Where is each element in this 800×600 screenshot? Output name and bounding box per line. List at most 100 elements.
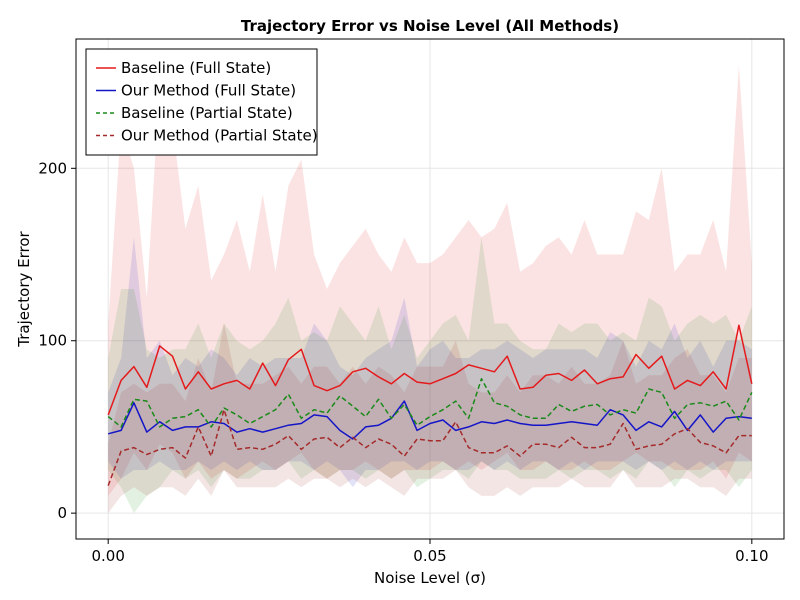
- point-series-2-45: [687, 404, 688, 405]
- point-series-3-38: [597, 447, 598, 448]
- point-series-0-42: [648, 368, 649, 369]
- point-series-3-3: [146, 454, 147, 455]
- point-series-2-43: [661, 392, 662, 393]
- point-series-1-39: [610, 409, 611, 410]
- point-series-2-40: [623, 409, 624, 410]
- point-series-3-29: [481, 452, 482, 453]
- point-series-1-13: [275, 428, 276, 429]
- point-series-2-10: [236, 414, 237, 415]
- point-series-3-49: [738, 435, 739, 436]
- chart-title: Trajectory Error vs Noise Level (All Met…: [241, 17, 619, 35]
- point-series-0-4: [159, 345, 160, 346]
- point-series-0-20: [365, 368, 366, 369]
- point-series-0-38: [597, 383, 598, 384]
- point-series-2-28: [468, 418, 469, 419]
- point-series-0-39: [610, 378, 611, 379]
- point-series-2-6: [185, 416, 186, 417]
- point-series-1-8: [211, 421, 212, 422]
- point-series-1-3: [146, 432, 147, 433]
- point-series-2-12: [262, 416, 263, 417]
- point-series-2-5: [172, 418, 173, 419]
- point-series-1-16: [314, 414, 315, 415]
- point-series-1-21: [378, 425, 379, 426]
- point-series-3-21: [378, 439, 379, 440]
- point-series-0-36: [571, 380, 572, 381]
- point-series-3-33: [533, 444, 534, 445]
- point-series-0-35: [558, 373, 559, 374]
- point-series-3-37: [584, 447, 585, 448]
- point-series-0-22: [391, 383, 392, 384]
- point-series-3-5: [172, 447, 173, 448]
- point-series-1-6: [185, 426, 186, 427]
- point-series-3-23: [404, 456, 405, 457]
- point-series-3-1: [121, 451, 122, 452]
- point-series-1-1: [121, 430, 122, 431]
- point-series-0-24: [417, 382, 418, 383]
- point-series-2-3: [146, 401, 147, 402]
- point-series-0-41: [636, 354, 637, 355]
- point-series-2-4: [159, 426, 160, 427]
- point-series-1-5: [172, 430, 173, 431]
- point-series-2-14: [288, 394, 289, 395]
- point-series-1-32: [520, 423, 521, 424]
- point-series-0-11: [249, 389, 250, 390]
- point-series-3-31: [507, 445, 508, 446]
- point-series-1-46: [700, 414, 701, 415]
- point-series-3-34: [545, 444, 546, 445]
- point-series-2-16: [314, 409, 315, 410]
- point-series-1-26: [442, 420, 443, 421]
- point-series-1-35: [558, 423, 559, 424]
- point-series-3-45: [687, 428, 688, 429]
- point-series-0-25: [430, 383, 431, 384]
- point-series-1-34: [545, 425, 546, 426]
- point-series-3-7: [198, 426, 199, 427]
- point-series-3-6: [185, 458, 186, 459]
- point-series-0-17: [327, 390, 328, 391]
- point-series-1-17: [327, 416, 328, 417]
- point-series-3-46: [700, 442, 701, 443]
- point-series-1-30: [494, 423, 495, 424]
- point-series-2-50: [751, 392, 752, 393]
- point-series-1-25: [430, 423, 431, 424]
- point-series-1-50: [751, 418, 752, 419]
- point-series-2-13: [275, 409, 276, 410]
- point-series-2-21: [378, 399, 379, 400]
- point-series-3-15: [301, 449, 302, 450]
- point-series-0-21: [378, 376, 379, 377]
- point-series-0-13: [275, 385, 276, 386]
- point-series-2-18: [339, 395, 340, 396]
- point-series-2-29: [481, 378, 482, 379]
- point-series-1-12: [262, 432, 263, 433]
- legend-label-0: Baseline (Full State): [121, 59, 271, 77]
- point-series-2-44: [674, 418, 675, 419]
- point-series-0-16: [314, 385, 315, 386]
- legend: Baseline (Full State) Our Method (Full St…: [85, 48, 318, 156]
- x-tick-label-0: 0.00: [91, 547, 124, 565]
- line-series-2: [107, 377, 753, 428]
- point-series-2-41: [636, 413, 637, 414]
- point-series-1-23: [404, 401, 405, 402]
- point-series-0-6: [185, 389, 186, 390]
- y-tick-label-2: 200: [38, 159, 67, 177]
- point-series-3-17: [327, 437, 328, 438]
- point-series-0-43: [661, 356, 662, 357]
- point-series-3-35: [558, 447, 559, 448]
- point-series-3-26: [442, 440, 443, 441]
- point-series-2-22: [391, 418, 392, 419]
- x-axis-label: Noise Level (σ): [374, 569, 486, 587]
- point-series-0-34: [545, 375, 546, 376]
- point-series-1-10: [236, 432, 237, 433]
- point-series-3-10: [236, 449, 237, 450]
- point-series-0-0: [108, 414, 109, 415]
- point-series-3-14: [288, 435, 289, 436]
- point-series-0-46: [700, 385, 701, 386]
- point-series-2-23: [404, 404, 405, 405]
- point-series-0-26: [442, 378, 443, 379]
- band-series-2: [108, 237, 752, 514]
- point-series-0-33: [533, 387, 534, 388]
- point-series-0-27: [455, 373, 456, 374]
- point-series-2-20: [365, 416, 366, 417]
- point-series-3-8: [211, 456, 212, 457]
- point-series-3-18: [339, 447, 340, 448]
